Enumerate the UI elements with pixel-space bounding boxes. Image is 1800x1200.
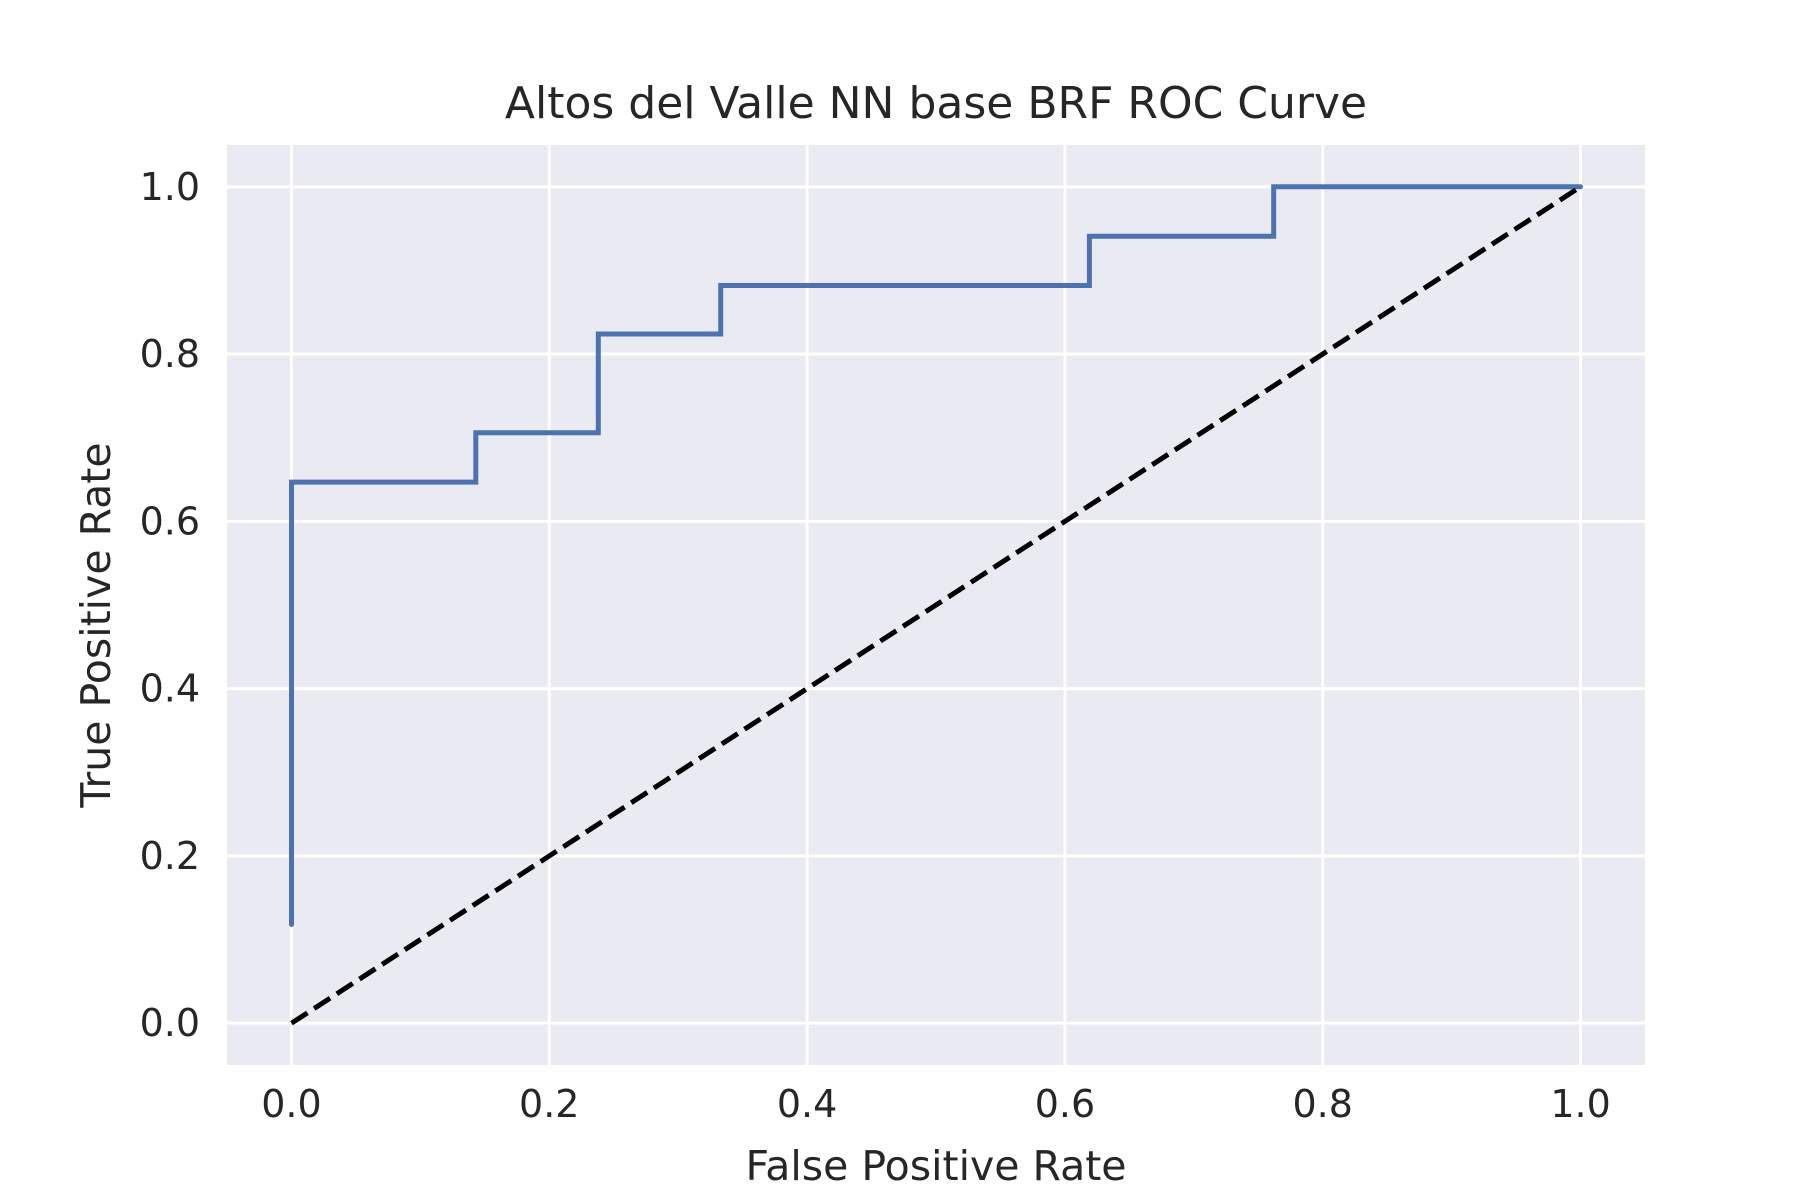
series-group <box>289 184 1583 1026</box>
x-tick-label-2: 0.4 <box>777 1082 837 1126</box>
x-axis-label: False Positive Rate <box>745 1142 1126 1190</box>
tick-labels: 0.0 0.2 0.4 0.6 0.8 1.0 0.0 0.2 0.4 0.6 0.8 1.0 <box>140 165 1611 1126</box>
y-axis-label: True Positive Rate <box>72 442 120 808</box>
chance-diagonal-line <box>290 184 1582 1026</box>
grid-lines <box>227 145 1645 1065</box>
y-tick-label-3: 0.6 <box>140 499 200 543</box>
y-tick-label-0: 0.0 <box>140 1001 200 1045</box>
y-tick-label-5: 1.0 <box>140 165 200 209</box>
chart-title: Altos del Valle NN base BRF ROC Curve <box>505 78 1367 129</box>
x-tick-label-1: 0.2 <box>519 1082 579 1126</box>
y-tick-label-2: 0.4 <box>140 667 200 711</box>
x-tick-label-5: 1.0 <box>1550 1082 1610 1126</box>
x-tick-label-3: 0.6 <box>1035 1082 1095 1126</box>
y-tick-label-4: 0.8 <box>140 332 200 376</box>
roc-curve-line <box>289 184 1583 927</box>
x-tick-label-0: 0.0 <box>261 1082 321 1126</box>
x-tick-label-4: 0.8 <box>1293 1082 1353 1126</box>
y-tick-label-1: 0.2 <box>140 834 200 878</box>
